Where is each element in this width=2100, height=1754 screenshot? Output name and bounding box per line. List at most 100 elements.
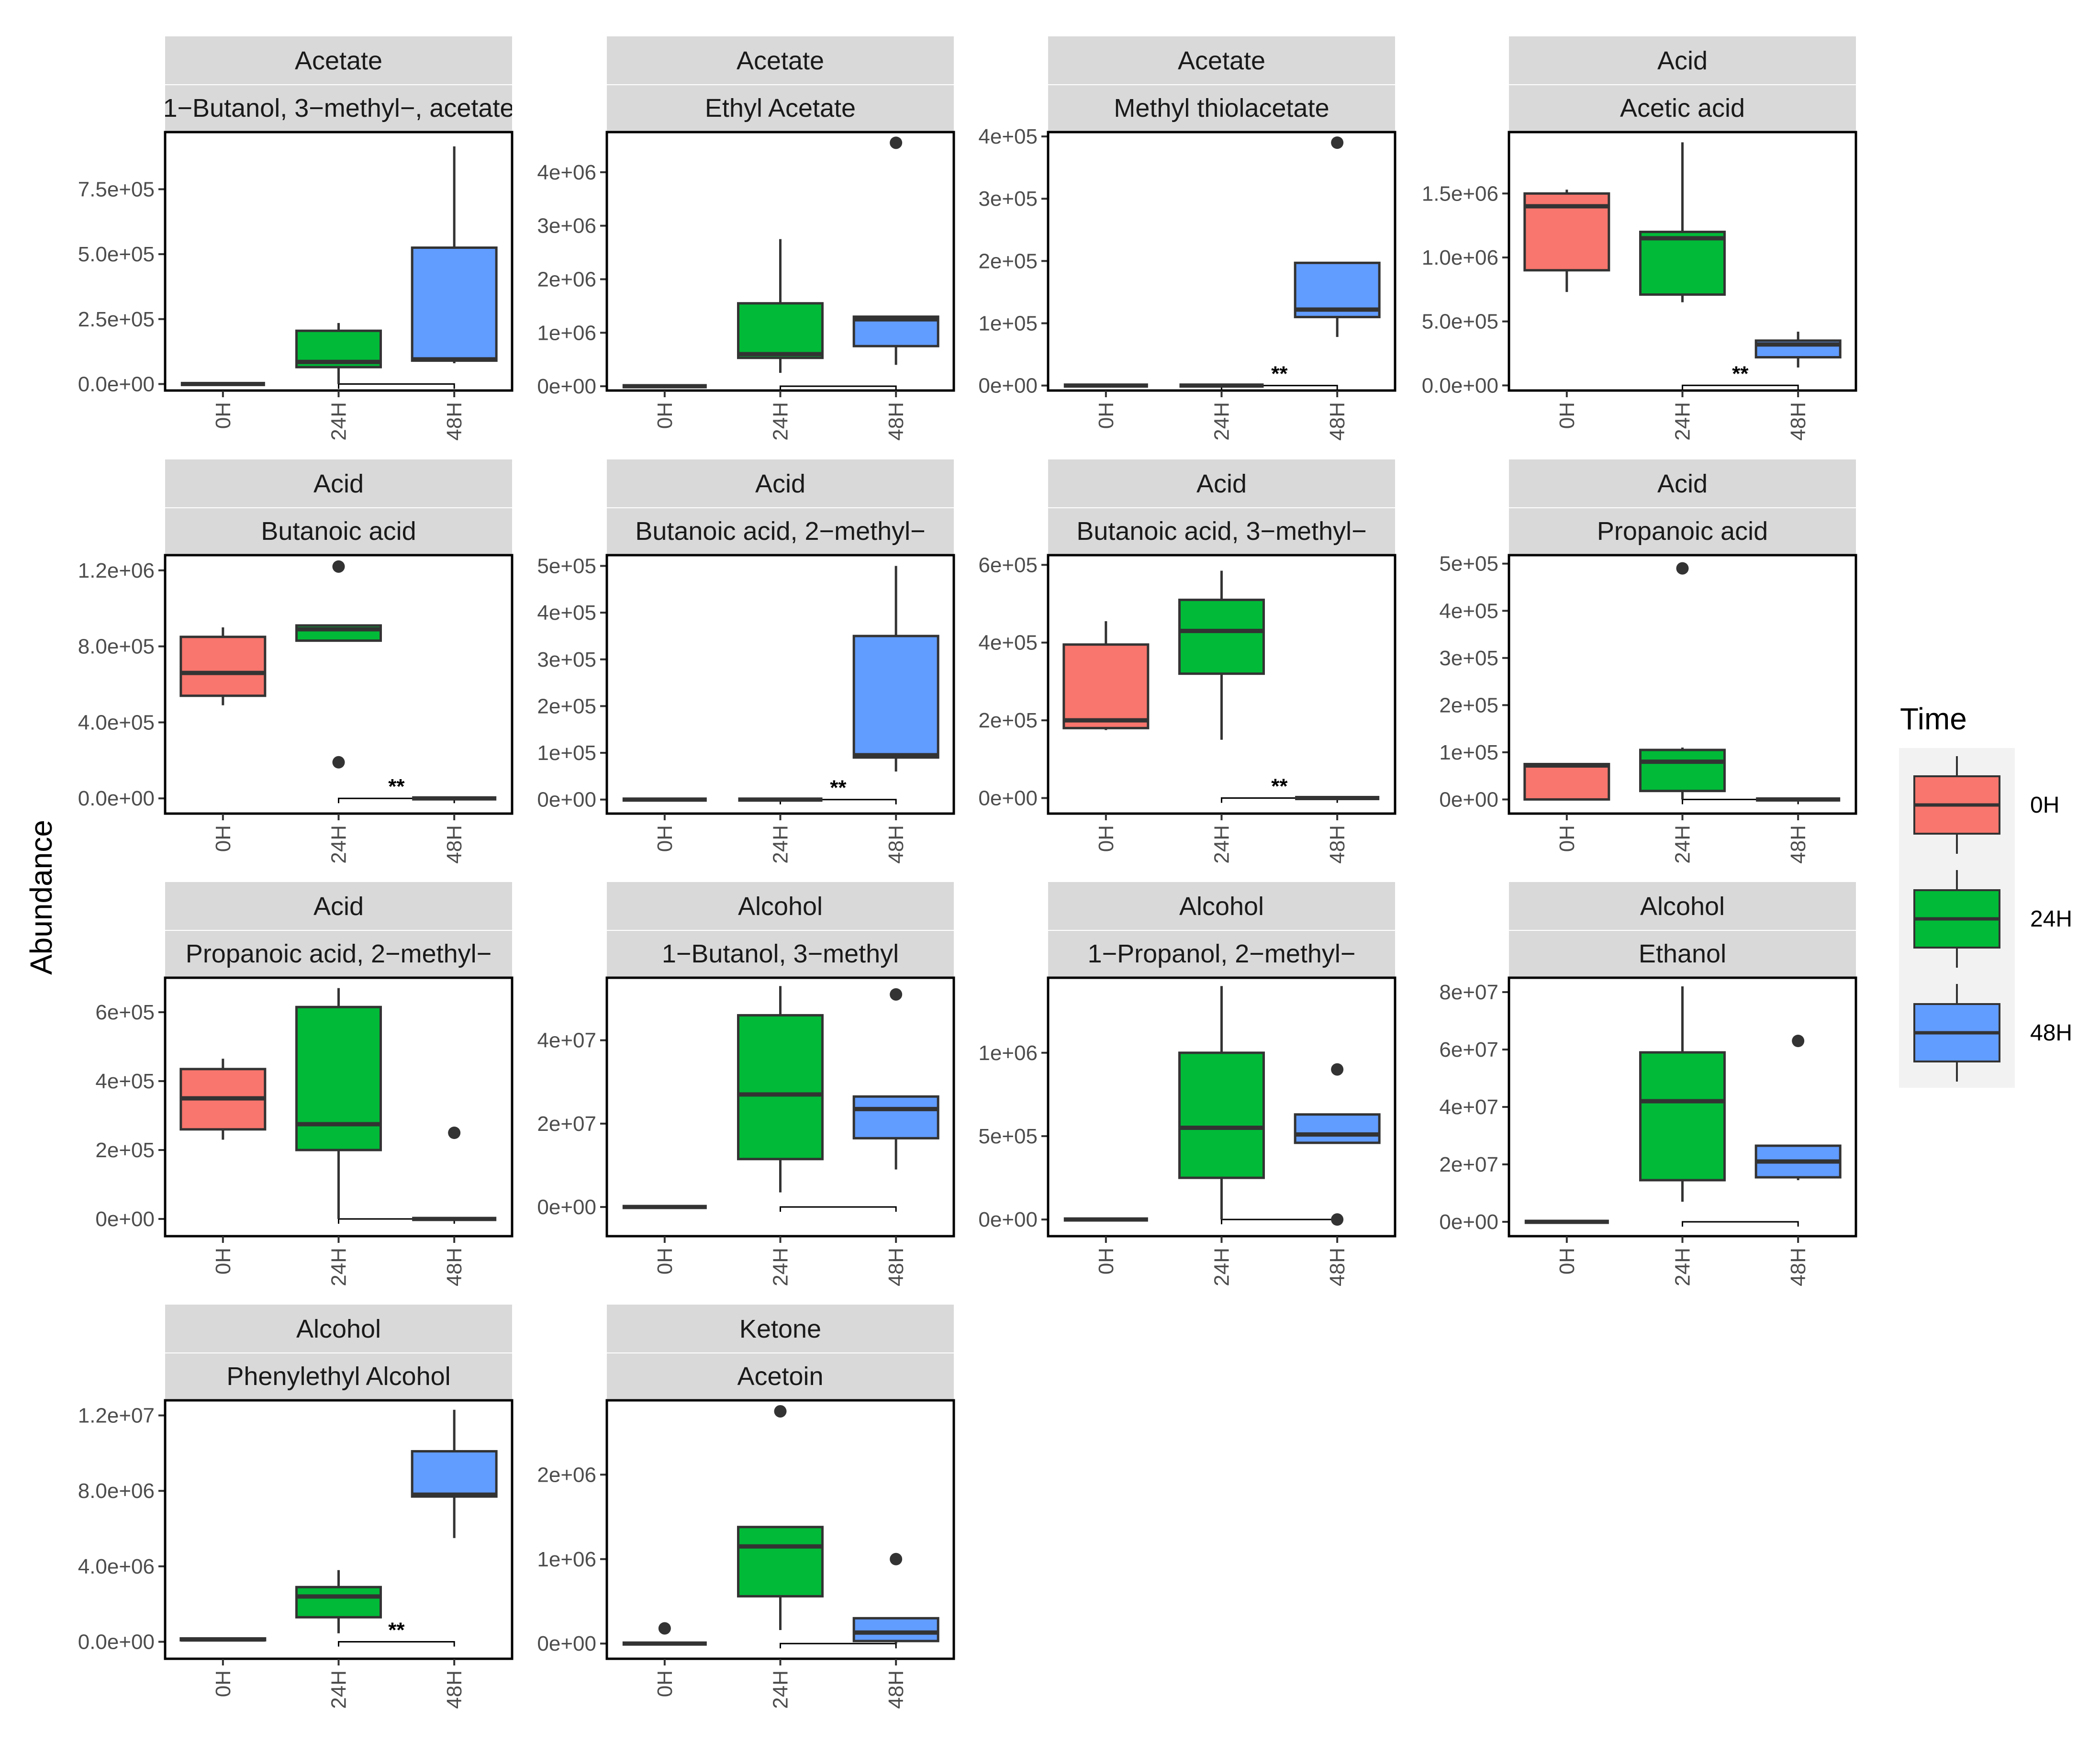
y-tick-label: 4e+06 bbox=[537, 161, 596, 184]
x-tick-label: 48H bbox=[1787, 825, 1810, 864]
strip-category-label: Alcohol bbox=[1640, 892, 1725, 921]
y-tick-label: 2e+07 bbox=[537, 1112, 596, 1136]
strip-category bbox=[165, 36, 512, 84]
strip-category-label: Acid bbox=[755, 469, 805, 498]
box-24H bbox=[1178, 570, 1265, 740]
strip-compound bbox=[607, 931, 954, 978]
box-48H bbox=[412, 1127, 497, 1221]
panel: Acid Propanoic acid 0e+00 1e+05 2e+05 3e+05 4e… bbox=[1439, 459, 1857, 864]
strip-category-label: Alcohol bbox=[296, 1315, 381, 1343]
strip-compound-label: Butanoic acid, 3−methyl− bbox=[1076, 517, 1366, 546]
y-tick-label: 4e+05 bbox=[1439, 599, 1498, 623]
panel: Alcohol 1−Butanol, 3−methyl 0e+00 2e+07 4e+0… bbox=[537, 882, 955, 1286]
x-tick-label: 0H bbox=[653, 402, 677, 429]
box-0H bbox=[179, 1059, 267, 1140]
box-24H bbox=[295, 560, 382, 769]
strip-compound-label: 1−Butanol, 3−methyl bbox=[662, 939, 899, 968]
strip-compound bbox=[1509, 931, 1856, 978]
outlier-point bbox=[332, 756, 345, 769]
x-tick-label: 24H bbox=[327, 1248, 351, 1286]
y-tick-label: 1e+05 bbox=[1439, 741, 1498, 764]
y-tick-label: 2e+05 bbox=[1439, 693, 1498, 717]
strip-compound-label: Propanoic acid, 2−methyl− bbox=[186, 939, 491, 968]
significance-label: ** bbox=[388, 775, 405, 798]
box-48H bbox=[1754, 332, 1842, 368]
box-body bbox=[737, 1526, 824, 1598]
strip-compound bbox=[1048, 508, 1395, 555]
x-tick-label: 48H bbox=[443, 1670, 466, 1709]
x-tick-label: 48H bbox=[1326, 825, 1349, 864]
y-tick-label: 8.0e+05 bbox=[78, 635, 155, 659]
strip-category bbox=[1509, 882, 1856, 930]
box-48H bbox=[411, 1409, 498, 1538]
strip-category-label: Alcohol bbox=[1179, 892, 1264, 921]
y-tick-label: 0e+00 bbox=[1439, 1210, 1498, 1234]
significance-label: ** bbox=[1271, 362, 1288, 386]
y-tick-label: 1.5e+06 bbox=[1422, 182, 1498, 205]
significance-label: ** bbox=[1271, 775, 1288, 798]
strip-compound bbox=[1509, 508, 1856, 555]
strip-compound-label: Ethyl Acetate bbox=[705, 94, 856, 123]
box-body bbox=[1639, 1051, 1726, 1182]
y-tick-label: 4e+07 bbox=[1439, 1095, 1498, 1119]
strip-category-label: Acetate bbox=[737, 46, 824, 75]
box-48H bbox=[852, 566, 939, 772]
box-48H bbox=[1754, 1035, 1842, 1180]
panel: Acetate 1−Butanol, 3−methyl−, acetate 0.0e… bbox=[78, 36, 514, 441]
x-tick-label: 24H bbox=[327, 402, 351, 441]
y-tick-label: 3e+06 bbox=[537, 214, 596, 238]
strip-category-label: Ketone bbox=[739, 1315, 821, 1343]
outlier-point bbox=[1331, 136, 1344, 149]
significance-bracket bbox=[1682, 384, 1799, 391]
y-tick-label: 0.0e+00 bbox=[78, 372, 155, 396]
y-tick-label: 0.0e+00 bbox=[1422, 374, 1498, 397]
panel: Acetate Methyl thiolacetate 0e+00 1e+05 2e+0… bbox=[978, 36, 1396, 441]
box-body bbox=[1639, 231, 1726, 296]
y-tick-label: 2e+07 bbox=[1439, 1153, 1498, 1176]
y-tick-label: 0e+00 bbox=[537, 375, 596, 398]
y-tick-label: 0.0e+00 bbox=[78, 1631, 155, 1654]
strip-compound-label: Butanoic acid bbox=[261, 517, 416, 546]
legend-title: Time bbox=[1900, 702, 1967, 736]
y-tick-label: 8.0e+06 bbox=[78, 1479, 155, 1503]
legend-keys: 0H 24H 48H bbox=[1913, 756, 2072, 1082]
legend-key-24H: 24H bbox=[1913, 870, 2072, 968]
y-tick-label: 0e+00 bbox=[978, 787, 1038, 810]
significance-label: ** bbox=[388, 1619, 405, 1642]
x-tick-label: 0H bbox=[1095, 402, 1118, 429]
significance-bracket bbox=[338, 1218, 455, 1224]
legend-key-0H: 0H bbox=[1913, 756, 2059, 854]
legend-key-48H: 48H bbox=[1913, 984, 2072, 1082]
y-tick-label: 4.0e+06 bbox=[78, 1555, 155, 1578]
y-tick-label: 0e+00 bbox=[978, 374, 1038, 398]
x-tick-label: 0H bbox=[1555, 402, 1579, 429]
y-axis-label: Abundance bbox=[24, 820, 58, 975]
strip-category bbox=[607, 1305, 954, 1352]
y-tick-label: 5.0e+05 bbox=[78, 243, 155, 266]
outlier-point bbox=[1676, 562, 1689, 575]
y-tick-label: 8e+07 bbox=[1439, 981, 1498, 1004]
outlier-point bbox=[890, 988, 903, 1001]
x-tick-label: 24H bbox=[1671, 825, 1695, 864]
y-tick-label: 4e+05 bbox=[978, 631, 1038, 655]
y-tick-label: 1.2e+06 bbox=[78, 559, 155, 582]
strip-category bbox=[165, 1305, 512, 1352]
box-body bbox=[179, 636, 267, 697]
x-tick-label: 48H bbox=[443, 1248, 466, 1286]
box-body bbox=[1523, 763, 1610, 801]
strip-category bbox=[165, 882, 512, 930]
y-tick-label: 2e+06 bbox=[537, 268, 596, 291]
y-tick-label: 4e+05 bbox=[978, 125, 1038, 148]
panel: Alcohol Phenylethyl Alcohol 0.0e+00 4.0e+06… bbox=[78, 1305, 514, 1709]
x-tick-label: 0H bbox=[653, 825, 677, 852]
x-tick-label: 0H bbox=[212, 402, 235, 429]
strip-compound-label: 1−Propanol, 2−methyl− bbox=[1088, 939, 1356, 968]
y-tick-label: 1.0e+06 bbox=[1422, 246, 1498, 269]
box-body bbox=[852, 1617, 939, 1642]
strip-compound-label: Methyl thiolacetate bbox=[1114, 94, 1329, 123]
legend-label: 24H bbox=[2030, 906, 2072, 932]
box-body bbox=[295, 1586, 382, 1619]
strip-compound bbox=[607, 508, 954, 555]
significance-bracket bbox=[780, 385, 897, 391]
panel: Acid Propanoic acid, 2−methyl− 0e+00 2e+05 4… bbox=[95, 882, 514, 1286]
